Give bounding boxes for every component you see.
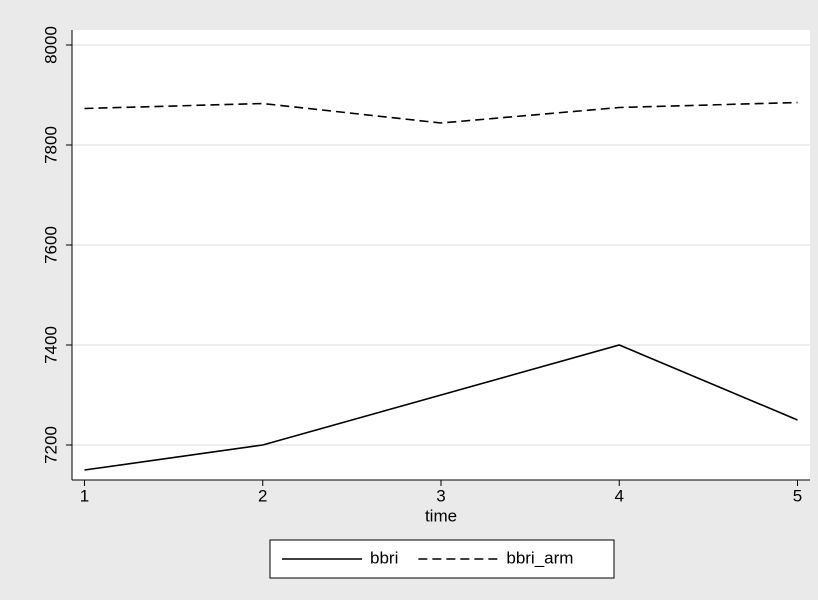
legend-label: bbri_arm (506, 548, 573, 567)
y-tick-label: 7600 (41, 226, 60, 264)
plot-area (72, 30, 810, 480)
legend-label: bbri (370, 548, 398, 567)
x-tick-label: 3 (436, 486, 445, 505)
x-tick-label: 2 (258, 486, 267, 505)
y-tick-label: 7400 (41, 326, 60, 364)
y-tick-label: 7800 (41, 126, 60, 164)
x-tick-label: 1 (80, 486, 89, 505)
y-tick-label: 8000 (41, 26, 60, 64)
y-tick-label: 7200 (41, 426, 60, 464)
x-axis-label: time (425, 506, 457, 525)
page: time 7200 7400 7600 7800 8000 1 2 3 4 5 bbri bbri_a… (0, 0, 818, 600)
chart: time 7200 7400 7600 7800 8000 1 2 3 4 5 bbri bbri_a… (0, 0, 818, 600)
x-tick-label: 5 (793, 486, 802, 505)
x-tick-label: 4 (615, 486, 624, 505)
